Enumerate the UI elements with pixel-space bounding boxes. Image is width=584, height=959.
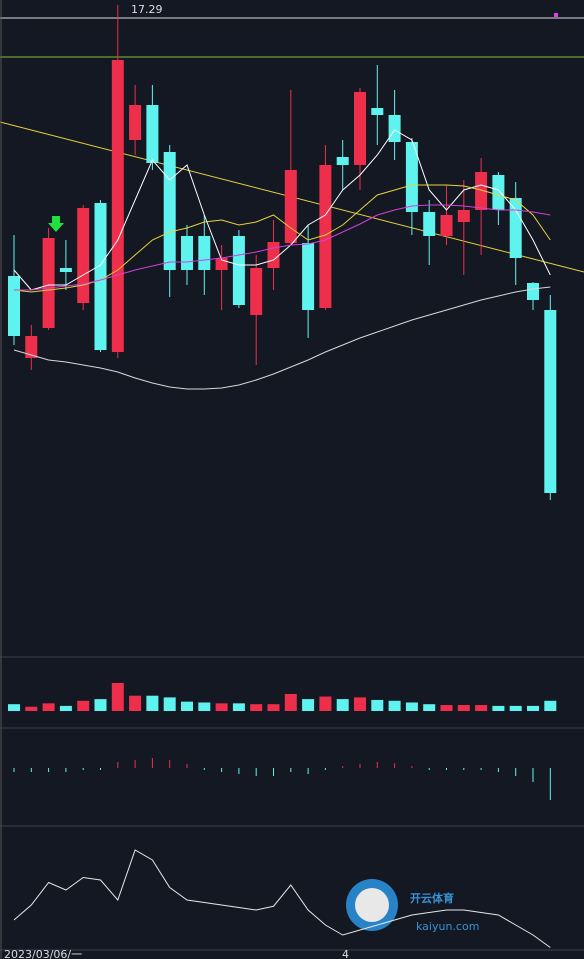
ma-line	[13, 184, 551, 293]
candle-body	[336, 157, 349, 165]
arrow-icon	[48, 216, 64, 232]
watermark: 开云体育 kaiyun.com	[346, 879, 479, 933]
volume-bar	[8, 704, 20, 711]
volume-bar	[163, 697, 176, 711]
candle-body	[354, 92, 366, 165]
marker	[554, 13, 558, 17]
volume-bar	[544, 700, 557, 711]
volume-bar	[405, 702, 418, 711]
candle-body	[232, 236, 245, 305]
logo-ball	[355, 888, 389, 922]
volume-bar	[336, 699, 349, 711]
x-label: 2023/03/06/一	[4, 948, 82, 959]
candle-body	[509, 198, 522, 258]
volume-bar	[284, 694, 297, 711]
volume-bar	[232, 703, 245, 711]
candle-body	[423, 212, 436, 236]
volume-bar	[94, 699, 107, 711]
ma-line	[13, 129, 551, 291]
candle-body	[440, 215, 453, 236]
candle-body	[457, 210, 470, 222]
candle-body	[25, 336, 38, 358]
volume-bar	[475, 705, 488, 711]
candle-body	[527, 283, 539, 300]
candle-body	[181, 236, 193, 270]
max-label: 17.29	[131, 3, 163, 16]
candle-body	[388, 115, 401, 142]
candle-body	[475, 172, 488, 210]
volume-bar	[371, 699, 384, 711]
candle-body	[267, 242, 280, 268]
volume-bar	[215, 703, 228, 711]
volume-bar	[42, 703, 55, 711]
candle-body	[163, 152, 176, 270]
volume-bar	[388, 700, 401, 711]
volume-bar	[77, 700, 90, 711]
candle-body	[492, 175, 505, 210]
candle-body	[544, 310, 557, 493]
volume-bar	[181, 701, 193, 711]
candle-body	[59, 268, 72, 272]
volume-bar	[198, 702, 211, 711]
oscillator-line	[13, 849, 551, 948]
candle-body	[302, 243, 315, 310]
ma-line	[14, 204, 551, 291]
volume-bar	[129, 695, 142, 711]
candle-body	[42, 238, 55, 328]
candle-body	[319, 165, 332, 308]
volume-bar	[527, 705, 539, 711]
candle-body	[371, 108, 384, 115]
volume-bar	[319, 696, 332, 711]
brand: 开云体育	[410, 891, 454, 905]
volume-bar	[440, 705, 453, 711]
volume-bar	[492, 705, 505, 711]
site: kaiyun.com	[416, 920, 479, 933]
volume-bar	[267, 704, 280, 711]
volume-bar	[354, 697, 366, 711]
candle-body	[284, 170, 297, 243]
candle-body	[198, 236, 211, 270]
volume-bar	[250, 704, 263, 711]
candle-body	[8, 276, 20, 336]
candle-body	[250, 268, 263, 315]
volume-bar	[423, 704, 436, 711]
volume-bar	[25, 706, 38, 711]
volume-bar	[146, 695, 159, 711]
candle-body	[77, 208, 90, 303]
candle-body	[129, 105, 142, 140]
candle-body	[405, 142, 418, 212]
ma-line	[13, 286, 551, 390]
candle-body	[111, 60, 124, 352]
volume-bar	[59, 705, 72, 711]
volume-bar	[509, 705, 522, 711]
candle-body	[146, 105, 159, 163]
x-label: 4	[342, 948, 349, 959]
volume-bar	[302, 699, 315, 711]
volume-bar	[457, 705, 470, 711]
candle-body	[94, 203, 107, 350]
volume-bar	[111, 682, 124, 711]
